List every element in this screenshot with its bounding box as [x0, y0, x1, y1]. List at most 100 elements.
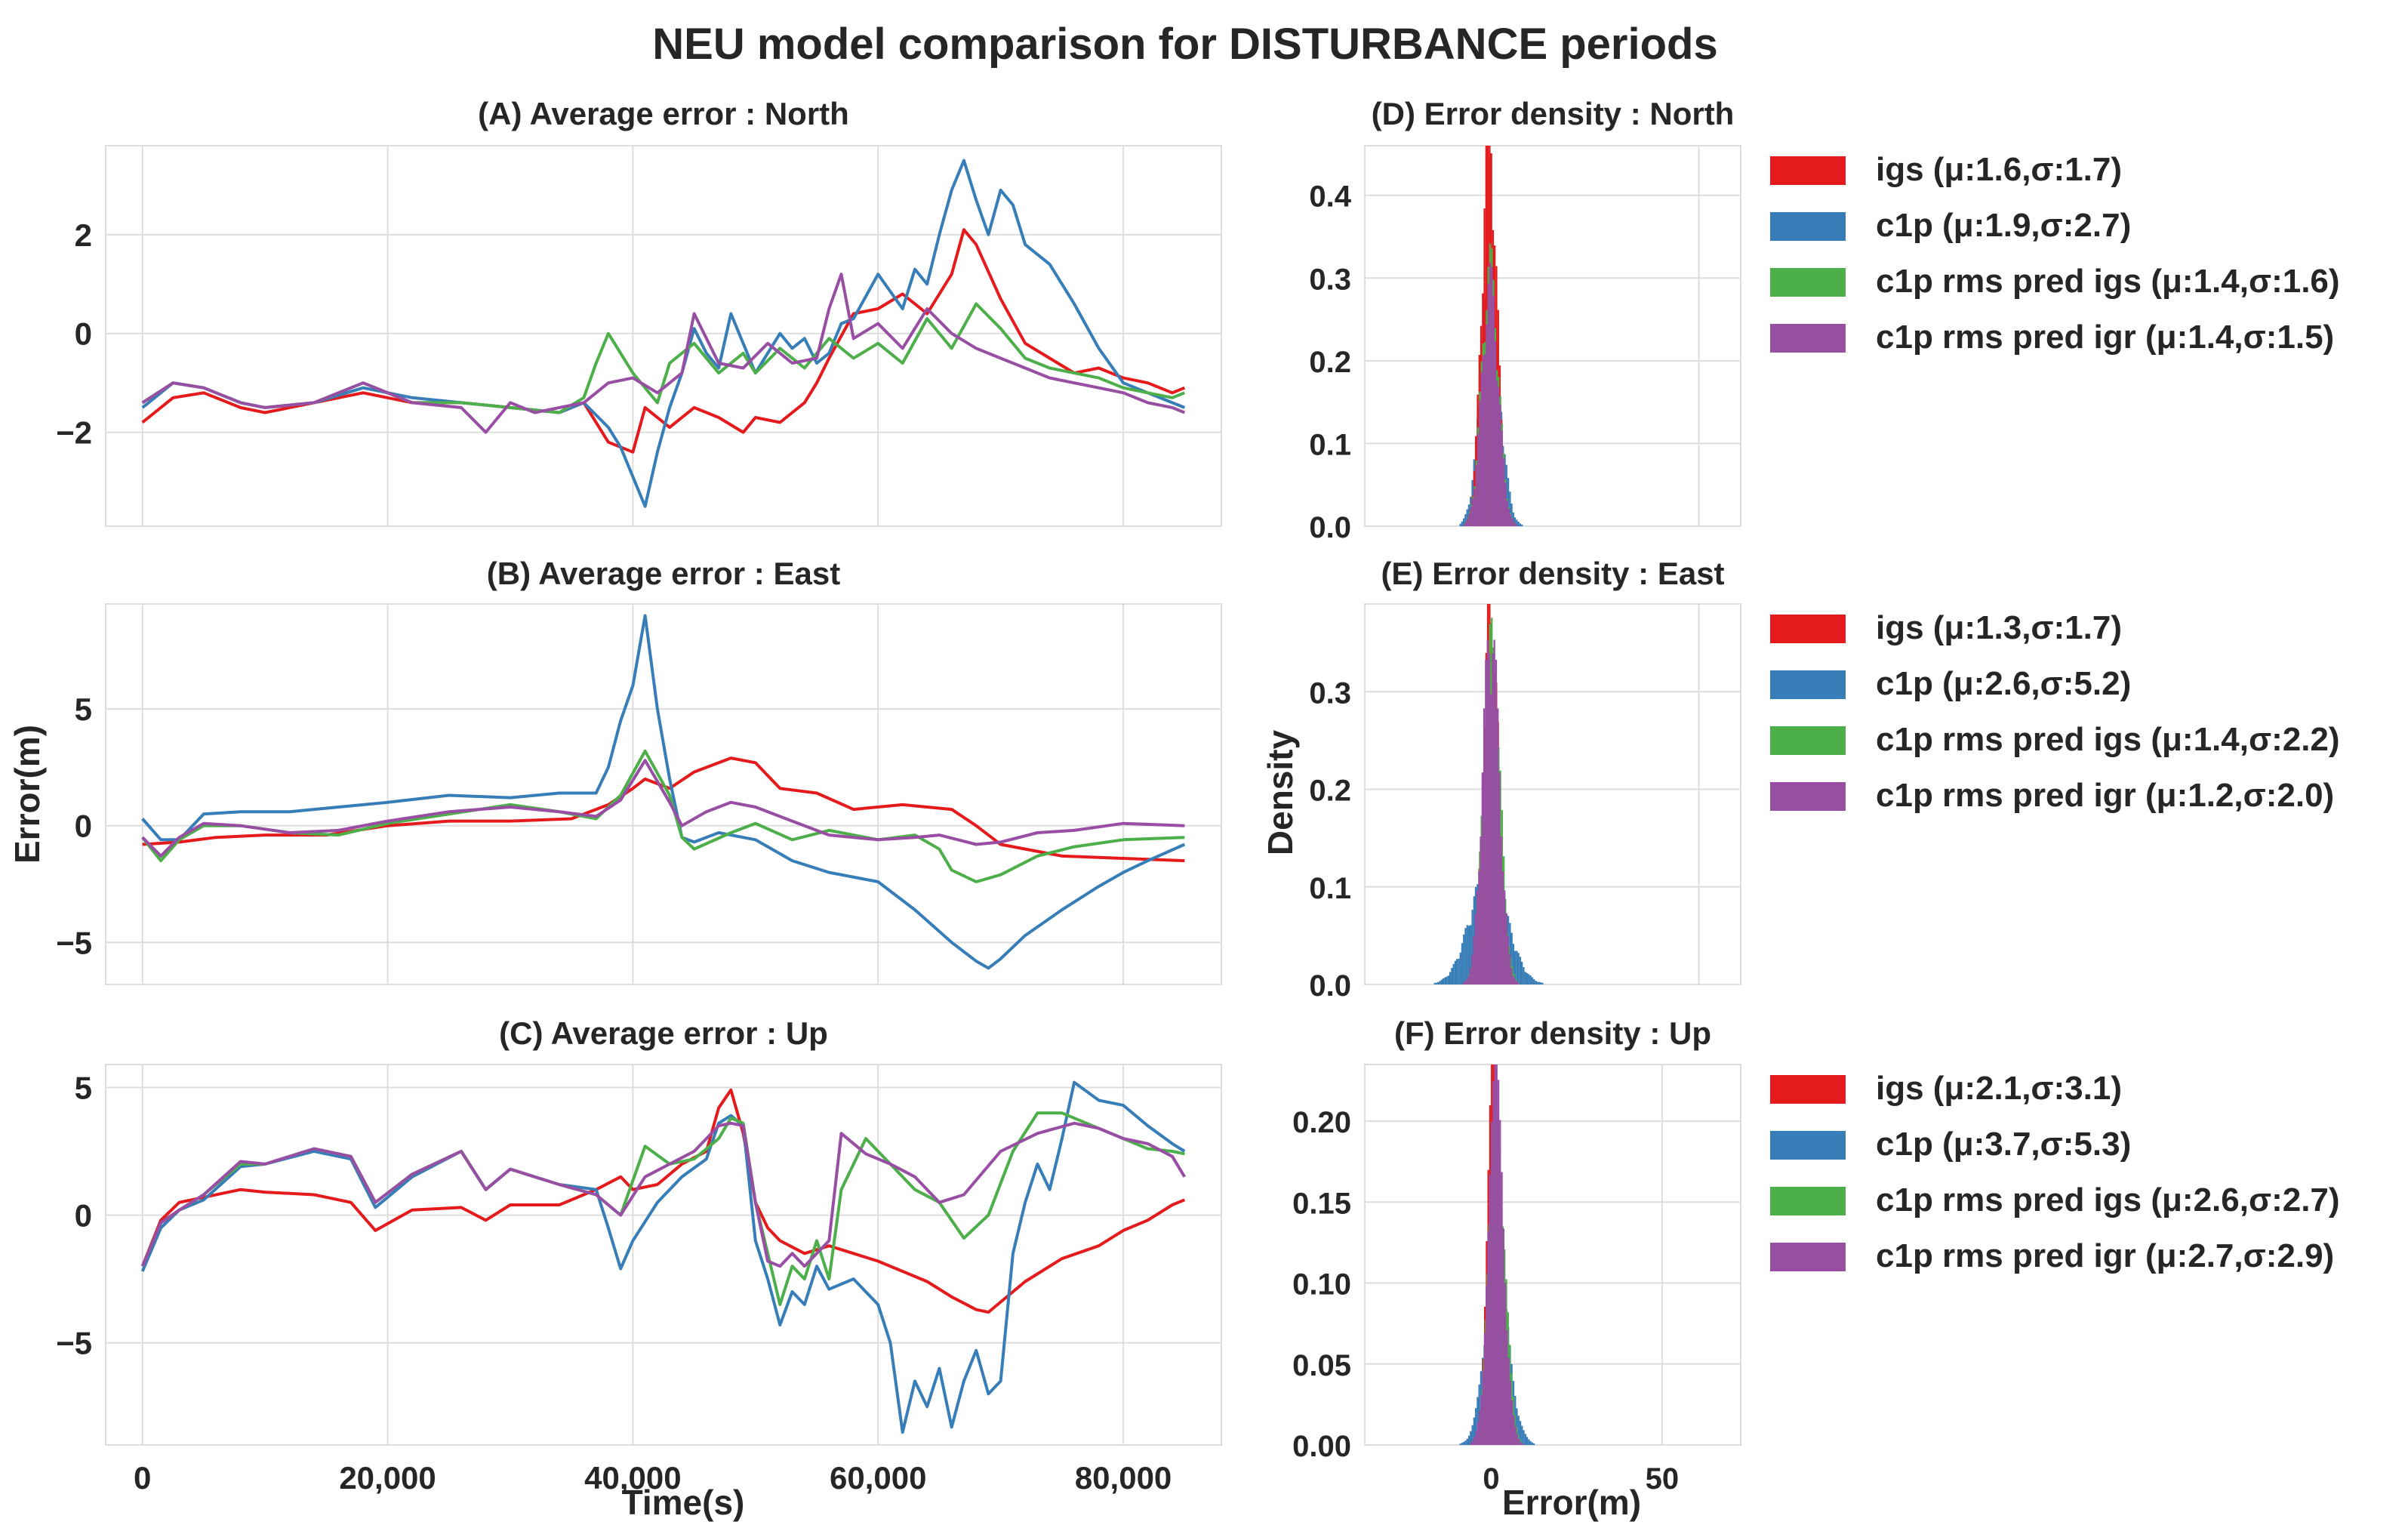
hist-bar: [1466, 509, 1468, 526]
hist-bar: [1471, 1425, 1473, 1445]
hist-bar: [1499, 405, 1501, 526]
series-line-c1p: [141, 614, 1186, 970]
hist-bar: [1465, 522, 1467, 526]
hist-bar: [1482, 356, 1485, 526]
hist-bar: [1480, 1395, 1483, 1445]
hist-bar: [1505, 464, 1507, 526]
hist-bar: [1437, 981, 1440, 984]
hist-bar: [1517, 982, 1520, 984]
hist-bar: [1524, 972, 1526, 984]
legend-swatch-c1p-rms-pred-igr: [1770, 1243, 1846, 1271]
plot-area-e: [1364, 603, 1741, 985]
hist-bar: [1513, 978, 1516, 984]
hist-bar: [1528, 1439, 1530, 1445]
hist-bar: [1466, 978, 1468, 984]
hist-bar: [1470, 1442, 1472, 1445]
panel-e: 0.3 0.2 0.1 0.0 (E) Error density : East De…: [1261, 556, 2340, 1003]
series-line-c1p: [140, 1080, 1186, 1434]
hist-bar: [1516, 1434, 1519, 1445]
hist-bar: [1506, 1329, 1508, 1445]
x-tick-label: 50: [1646, 1462, 1680, 1496]
hist-bar: [1459, 1443, 1461, 1445]
legend-label: c1p rms pred igr (μ:1.2,σ:2.0): [1876, 777, 2334, 814]
hist-bar: [1464, 928, 1467, 984]
hist-bar: [1511, 518, 1513, 526]
hist-bar: [1491, 266, 1493, 526]
y-tick-label: 0.10: [1292, 1268, 1351, 1302]
y-tick-label: 0.1: [1309, 872, 1351, 905]
hist-bar: [1509, 491, 1511, 526]
y-tick-label: −2: [56, 415, 92, 451]
plot-area-d: [1364, 145, 1741, 527]
hist-bar: [1468, 513, 1470, 526]
hist-bar: [1539, 982, 1542, 984]
hist-bar: [1464, 981, 1467, 984]
hist-bar: [1532, 978, 1535, 984]
legend-swatch-c1p-rms-pred-igr: [1770, 782, 1846, 811]
hist-bar: [1435, 982, 1438, 984]
hist-bar: [1507, 478, 1510, 526]
y-tick-label: 0.20: [1292, 1106, 1351, 1139]
hist-bar: [1492, 653, 1494, 984]
hist-bar: [1524, 1434, 1526, 1445]
y-tick-label: 0.2: [1309, 346, 1351, 379]
y-tick-label: 0: [75, 316, 92, 352]
hist-bar: [1446, 976, 1448, 984]
panel-f-title: (F) Error density : Up: [1394, 1015, 1711, 1051]
hist-bar: [1514, 1426, 1517, 1445]
hist-bar: [1495, 1064, 1498, 1445]
plot-area-c: [105, 1064, 1222, 1446]
legend-e: igs (μ:1.3,σ:1.7) c1p (μ:2.6,σ:5.2) c1p rm…: [1770, 609, 2340, 814]
panel-a-title: (A) Average error : North: [478, 96, 849, 131]
hist-bar: [1467, 975, 1470, 984]
y-tick-label: 0.3: [1309, 676, 1351, 710]
hist-bar: [1449, 972, 1452, 984]
panel-d-title: (D) Error density : North: [1372, 96, 1735, 131]
hist-bar: [1521, 1443, 1523, 1445]
legend-d: igs (μ:1.6,σ:1.7) c1p (μ:1.9,σ:2.7) c1p rm…: [1770, 151, 2340, 356]
hist-bar: [1470, 506, 1473, 526]
y-tick-label: 0.05: [1292, 1349, 1351, 1382]
hist-bar: [1512, 944, 1514, 984]
legend-swatch-igs: [1770, 615, 1846, 643]
hist-bar: [1442, 978, 1445, 984]
y-tick-label: 0.2: [1309, 775, 1351, 808]
hist-bar: [1510, 504, 1513, 526]
hist-bar: [1484, 354, 1486, 526]
hist-bar: [1533, 1443, 1535, 1445]
series-line-c1p-rms-pred-igr: [141, 273, 1186, 434]
x-axis-label-time: Time(s): [622, 1483, 745, 1522]
hist-bar: [1477, 1397, 1479, 1445]
hist-bar: [1519, 1421, 1522, 1445]
hist-bar: [1500, 836, 1502, 984]
hist-bar: [1505, 913, 1507, 984]
hist-bar: [1461, 943, 1464, 984]
hist-bar: [1512, 975, 1514, 984]
panel-f: 0.20 0.15 0.10 0.05 0.00 0 50 (F) Error densit…: [1292, 1015, 2339, 1522]
hist-bar: [1514, 524, 1517, 526]
hist-bar: [1507, 508, 1510, 526]
hist-bar: [1521, 962, 1523, 984]
hist-bar: [1501, 430, 1503, 526]
hist-bar: [1511, 1400, 1513, 1445]
hist-bar: [1516, 1408, 1518, 1445]
hist-bar: [1464, 514, 1467, 526]
hist-bar: [1468, 1435, 1470, 1445]
legend-swatch-c1p-rms-pred-igs: [1770, 726, 1846, 755]
y-tick-label: −5: [56, 1326, 92, 1361]
hist-bar: [1454, 960, 1457, 984]
hist-bar: [1510, 968, 1513, 984]
hist-bar: [1517, 1416, 1520, 1445]
hist-bar: [1467, 518, 1469, 526]
hist-bar: [1508, 954, 1511, 984]
y-axis-label-density: Density: [1261, 730, 1300, 856]
y-tick-label: 0: [75, 1198, 92, 1234]
y-tick-label: 0.1: [1309, 428, 1351, 461]
hist-bar: [1541, 982, 1544, 984]
hist-bar: [1504, 890, 1506, 984]
hist-bar: [1470, 925, 1472, 984]
hist-c1p-rms-pred-igr: [1462, 639, 1520, 984]
hist-bar: [1498, 772, 1501, 984]
hist-bar: [1501, 1172, 1503, 1445]
